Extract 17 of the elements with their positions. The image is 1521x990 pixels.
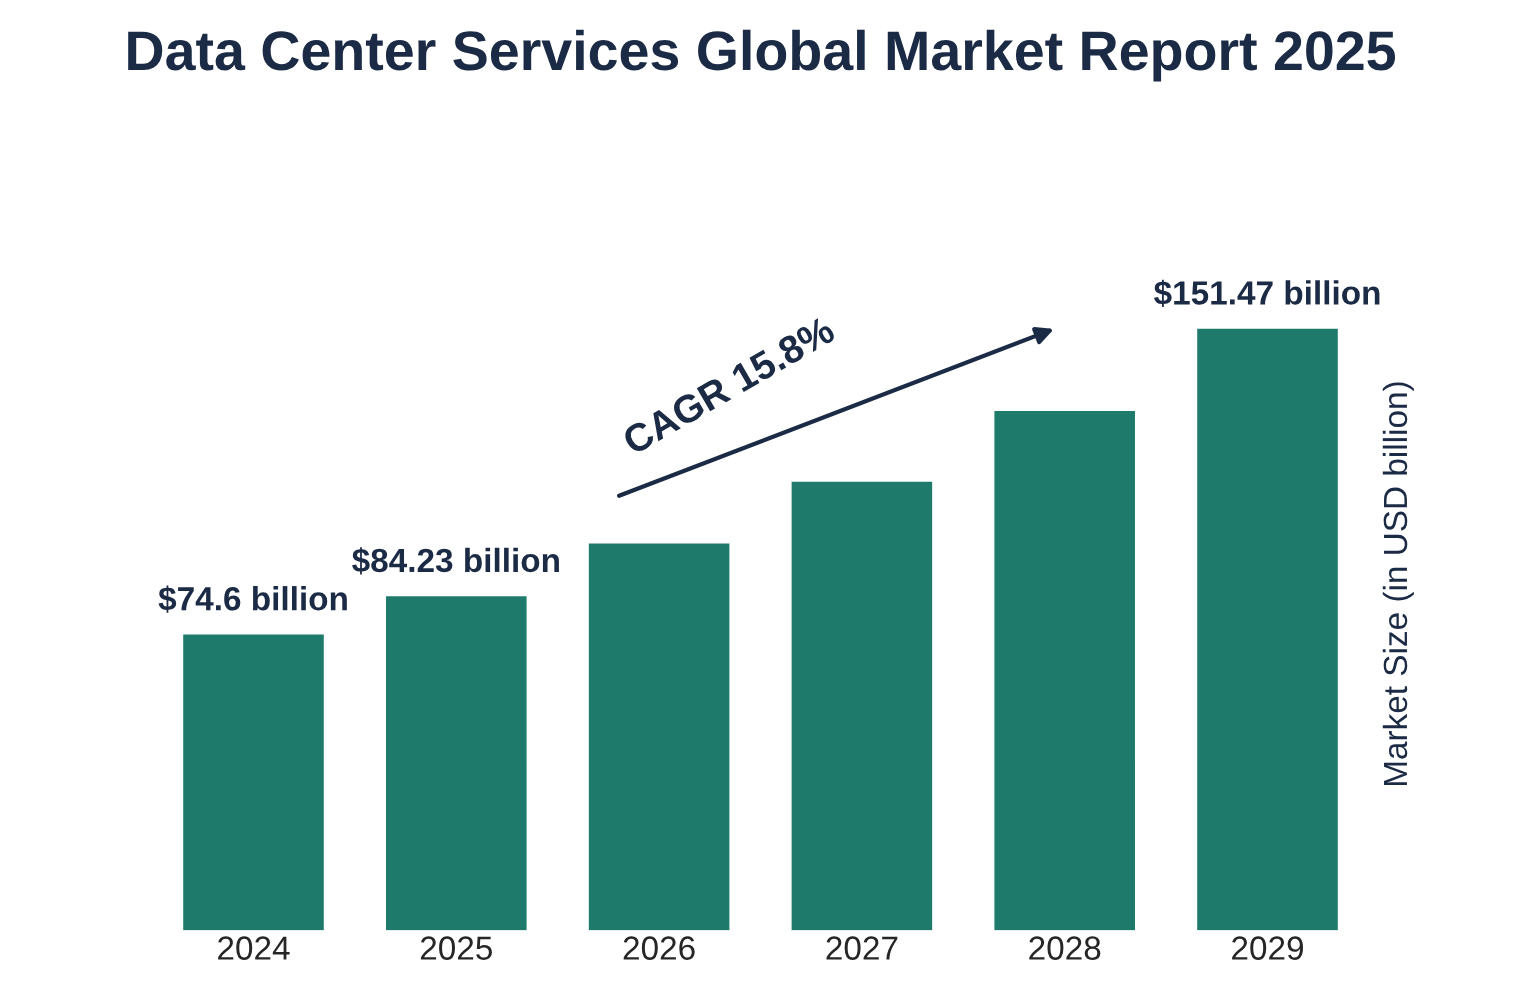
x-tick-label: 2028: [1029, 936, 1101, 960]
bar: [790, 480, 934, 931]
bar: [181, 633, 326, 931]
x-tick-label: 2024: [218, 936, 290, 960]
bar: [1195, 327, 1340, 931]
bar: [384, 594, 528, 931]
data-label: $151.47 billion: [1154, 279, 1380, 307]
x-tick-label: 2026: [623, 936, 695, 960]
data-label: $84.23 billion: [352, 547, 559, 575]
x-tick-label: 2027: [826, 936, 898, 960]
bar: [993, 409, 1137, 931]
data-label: $74.6 billion: [158, 585, 347, 613]
x-tick-label: 2025: [420, 936, 492, 960]
chart-title: Data Center Services Global Market Report 2025: [128, 29, 1396, 82]
x-tick-label: 2029: [1232, 936, 1303, 960]
y-axis-title: Market Size (in USD billion): [1382, 382, 1414, 786]
bar: [587, 542, 731, 931]
